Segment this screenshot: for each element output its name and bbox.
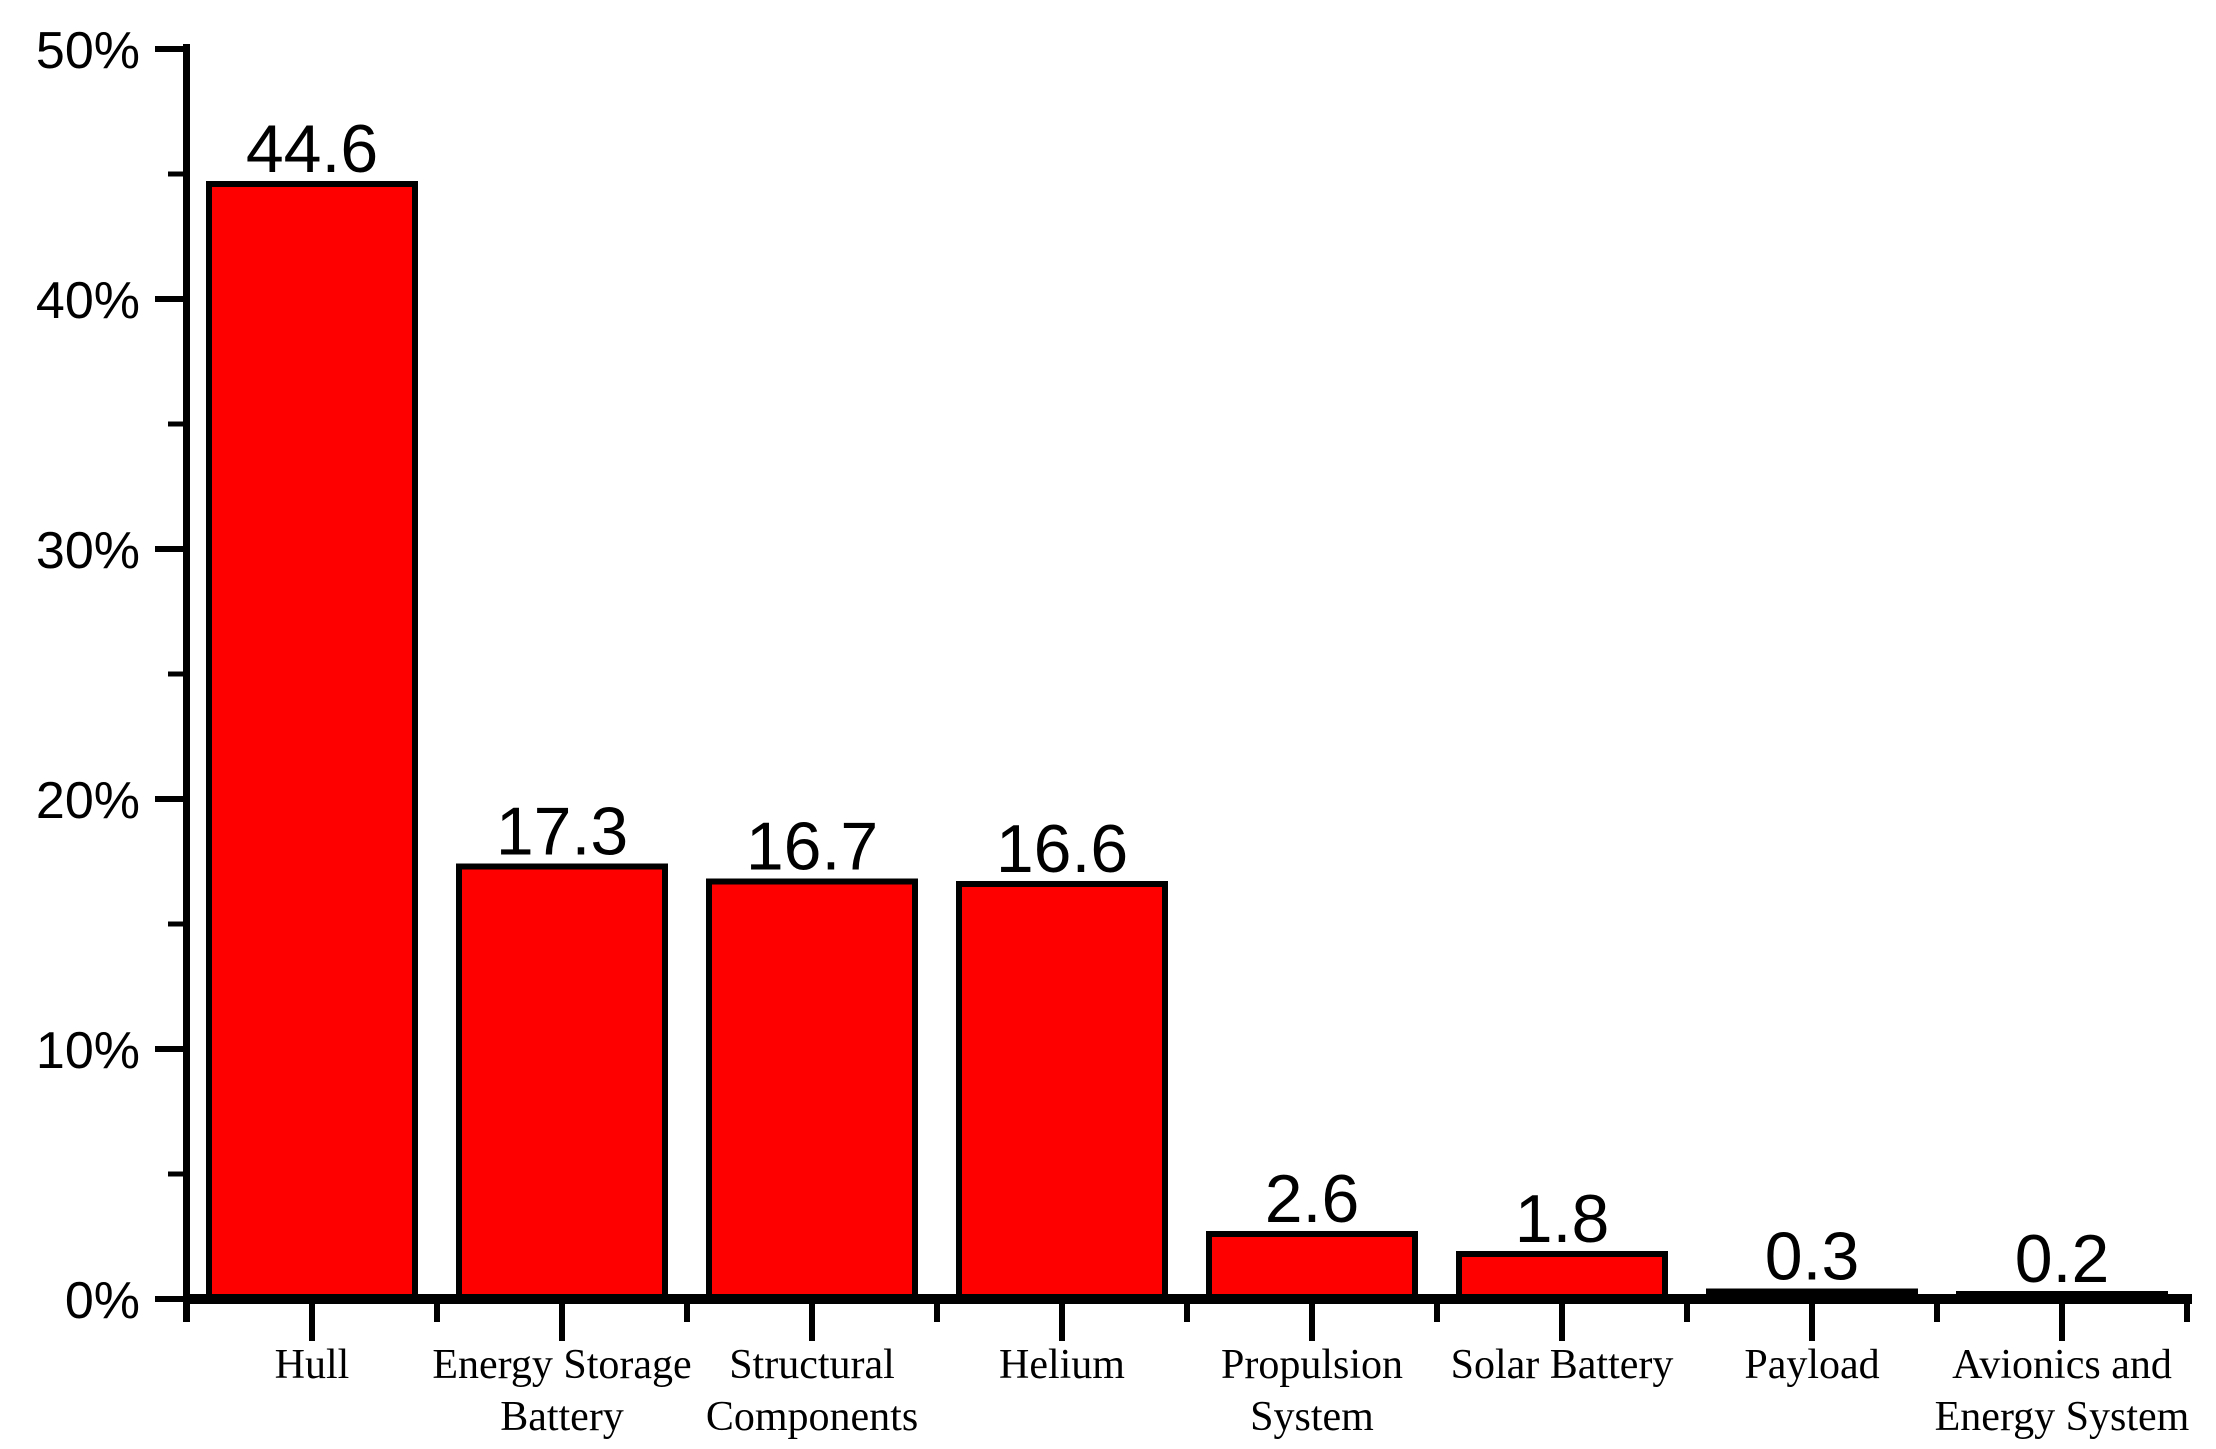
x-category-label-energy-storage-battery-line1: Energy Storage [432, 1342, 691, 1388]
y-major-tick-50 [155, 46, 183, 52]
x-category-label-structural-components-line2: Components [706, 1394, 918, 1440]
x-boundary-tick-6 [1684, 1304, 1690, 1322]
x-boundary-tick-8 [2184, 1304, 2190, 1322]
bar-structural-components [706, 878, 918, 1302]
y-minor-tick-15 [168, 921, 183, 927]
x-category-label-propulsion-system-line2: System [1250, 1394, 1374, 1440]
x-boundary-tick-4 [1184, 1304, 1190, 1322]
y-minor-tick-5 [168, 1171, 183, 1177]
bar-value-label-payload: 0.3 [1765, 1219, 1860, 1295]
x-center-tick-helium [1059, 1304, 1065, 1341]
x-center-tick-structural-components [809, 1304, 815, 1341]
y-major-tick-20 [155, 796, 183, 802]
bar-solar-battery [1456, 1251, 1668, 1302]
x-category-label-energy-storage-battery-line2: Battery [500, 1394, 624, 1440]
x-category-label-hull: Hull [275, 1342, 350, 1388]
y-tick-label-0: 0% [65, 1272, 140, 1330]
x-center-tick-hull [309, 1304, 315, 1341]
bar-value-label-propulsion-system: 2.6 [1265, 1161, 1360, 1237]
y-tick-label-40: 40% [36, 272, 140, 330]
y-tick-label-50: 50% [36, 22, 140, 80]
y-tick-label-10: 10% [36, 1022, 140, 1080]
bar-energy-storage-battery [456, 863, 668, 1302]
y-major-tick-0 [155, 1296, 183, 1302]
y-major-tick-10 [155, 1046, 183, 1052]
x-category-label-helium: Helium [999, 1342, 1125, 1388]
bar-helium [956, 881, 1168, 1302]
bar-value-label-avionics-and-energy-system: 0.2 [2015, 1221, 2110, 1297]
x-category-label-structural-components-line1: Structural [729, 1342, 895, 1388]
x-boundary-tick-5 [1434, 1304, 1440, 1322]
x-center-tick-energy-storage-battery [559, 1304, 565, 1341]
y-minor-tick-35 [168, 421, 183, 427]
x-boundary-tick-2 [684, 1304, 690, 1322]
bar-value-label-helium: 16.6 [996, 811, 1128, 887]
y-axis-line [183, 44, 190, 1322]
x-axis-line [183, 1294, 2192, 1304]
y-tick-label-20: 20% [36, 772, 140, 830]
y-major-tick-40 [155, 296, 183, 302]
bar-value-label-hull: 44.6 [246, 111, 378, 187]
x-boundary-tick-1 [434, 1304, 440, 1322]
y-tick-label-30: 30% [36, 522, 140, 580]
x-boundary-tick-0 [184, 1304, 190, 1322]
x-center-tick-propulsion-system [1309, 1304, 1315, 1341]
x-center-tick-payload [1809, 1304, 1815, 1341]
x-boundary-tick-7 [1934, 1304, 1940, 1322]
bar-value-label-solar-battery: 1.8 [1515, 1181, 1610, 1257]
y-minor-tick-45 [168, 171, 183, 177]
bar-value-label-structural-components: 16.7 [746, 809, 878, 885]
y-minor-tick-25 [168, 671, 183, 677]
y-major-tick-30 [155, 546, 183, 552]
x-category-label-avionics-and-energy-system-line2: Energy System [1935, 1394, 2190, 1440]
x-category-label-propulsion-system-line1: Propulsion [1221, 1342, 1403, 1388]
x-boundary-tick-3 [934, 1304, 940, 1322]
x-category-label-payload: Payload [1744, 1342, 1879, 1388]
bar-hull [206, 181, 418, 1302]
x-category-label-solar-battery: Solar Battery [1451, 1342, 1674, 1388]
bar-propulsion-system [1206, 1231, 1418, 1302]
bar-value-label-energy-storage-battery: 17.3 [496, 794, 628, 870]
x-center-tick-solar-battery [1559, 1304, 1565, 1341]
x-center-tick-avionics-and-energy-system [2059, 1304, 2065, 1341]
x-category-label-avionics-and-energy-system-line1: Avionics and [1952, 1342, 2172, 1388]
